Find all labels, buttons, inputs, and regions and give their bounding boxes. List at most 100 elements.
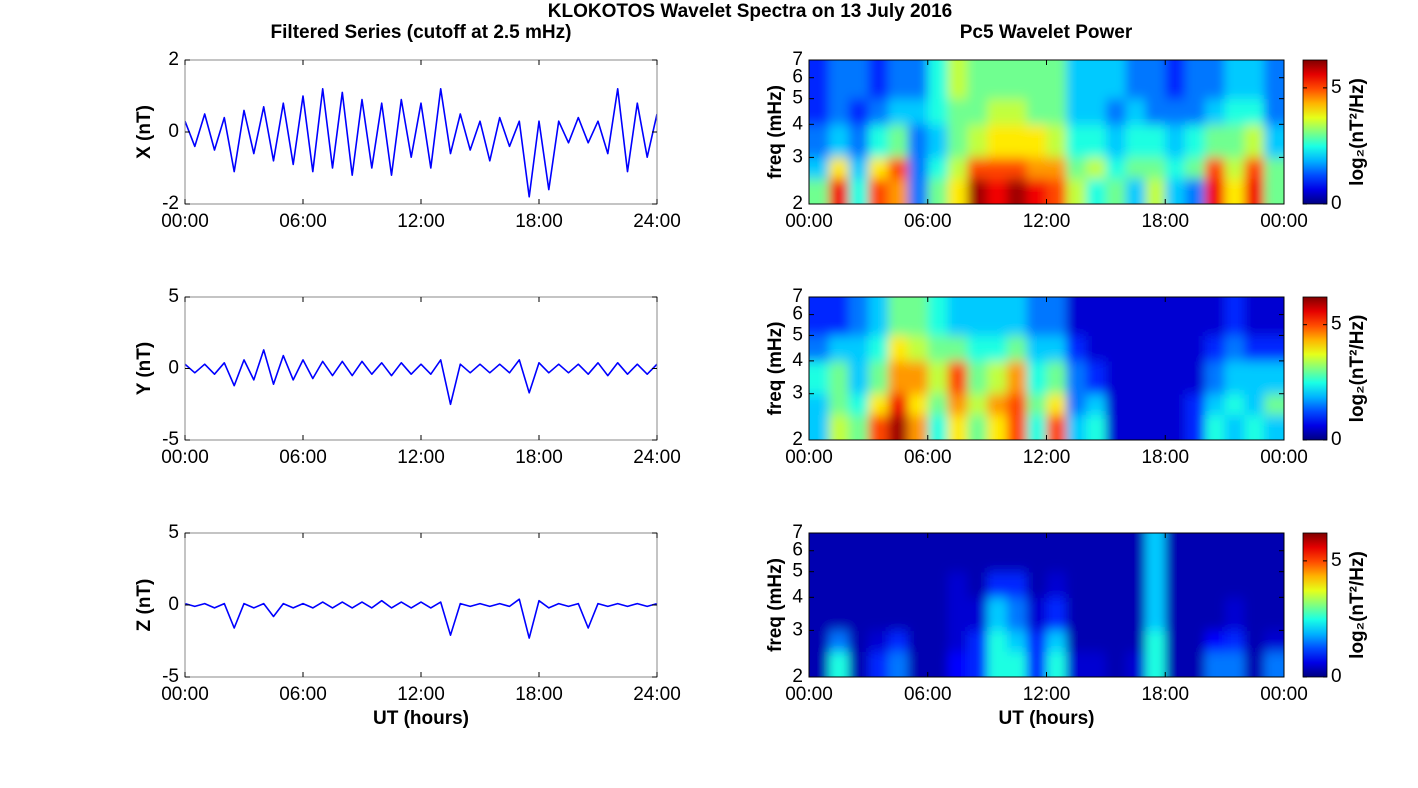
heatmap-cell: [1204, 178, 1226, 204]
y-tick-label: 5: [792, 561, 803, 582]
heatmap-cell: [907, 335, 929, 362]
heatmap-cell: [868, 335, 889, 362]
y-axis-label: freq (mHz): [765, 85, 786, 179]
heatmap-cell: [1264, 533, 1284, 573]
x-tick-label: 06:00: [904, 447, 952, 468]
y-tick-label: 3: [792, 383, 803, 404]
heatmap-cell: [868, 178, 889, 204]
heatmap-cell: [987, 533, 1008, 573]
heatmap-cell: [987, 178, 1008, 204]
heatmap-cell: [907, 393, 929, 416]
heatmap-cell: [947, 414, 968, 440]
y-tick-label: 6: [792, 304, 803, 325]
heatmap-cell: [848, 414, 869, 440]
heatmap-cell: [1046, 60, 1067, 100]
heatmap-cell: [1264, 60, 1284, 100]
heatmap-cell: [947, 393, 968, 416]
heatmap-cell: [868, 533, 889, 573]
heatmap-cell: [1026, 571, 1047, 598]
colorbar-label: log₂(nT²/Hz): [1347, 78, 1368, 186]
heatmap-cell: [1145, 414, 1166, 440]
heatmap-cell: [967, 651, 988, 677]
heatmap-cell: [1264, 335, 1284, 362]
x-tick-label: 18:00: [1141, 211, 1189, 232]
heatmap-cell: [1244, 393, 1265, 416]
x-tick-label: 24:00: [633, 211, 681, 232]
heatmap-cell: [868, 98, 889, 125]
heatmap-cell: [907, 157, 929, 179]
heatmap-cell: [828, 414, 850, 440]
y-tick-label: 3: [792, 146, 803, 167]
heatmap-cell: [1185, 297, 1206, 336]
heatmap-cell: [1125, 571, 1146, 598]
heatmap-cell: [1086, 360, 1107, 395]
heatmap-cell: [809, 157, 830, 179]
column-title: Pc5 Wavelet Power: [960, 22, 1133, 43]
heatmap-cell: [1145, 157, 1166, 179]
x-tick-label: 00:00: [1260, 211, 1308, 232]
heatmap-cell: [868, 571, 889, 598]
heatmap-cell: [1165, 571, 1186, 598]
heatmap-cell: [1026, 414, 1047, 440]
y-axis-label: freq (mHz): [765, 322, 786, 416]
y-tick-label: 2: [792, 193, 803, 214]
heatmap-cell: [1264, 414, 1284, 440]
heatmap-cell: [848, 597, 869, 631]
heatmap-cell: [1125, 651, 1146, 677]
heatmap-cell: [888, 630, 909, 652]
colorbar-tick-label: 5: [1331, 550, 1342, 571]
heatmap-cell: [1244, 60, 1265, 100]
heatmap-cell: [1105, 360, 1127, 395]
x-tick-label: 00:00: [785, 684, 833, 705]
heatmap-cell: [888, 178, 909, 204]
heatmap-cell: [1066, 335, 1087, 362]
x-tick-label: 00:00: [1260, 447, 1308, 468]
x-tick-label: 12:00: [397, 447, 445, 468]
heatmap-cell: [1105, 533, 1127, 573]
heatmap-cell: [1105, 157, 1127, 179]
heatmap-cell: [1086, 651, 1107, 677]
heatmap-cell: [1244, 597, 1265, 631]
heatmap-cell: [848, 98, 869, 125]
heatmap-cell: [888, 98, 909, 125]
heatmap-cell: [828, 597, 850, 631]
heatmap-cell: [1026, 178, 1047, 204]
heatmap-cell: [967, 533, 988, 573]
heatmap-cell: [987, 597, 1008, 631]
heatmap-cell: [1066, 533, 1087, 573]
heatmap-cell: [1105, 651, 1127, 677]
heatmap-cell: [1066, 178, 1087, 204]
heatmap-cell: [868, 124, 889, 158]
heatmap-cell: [947, 651, 968, 677]
heatmap-cell: [1125, 157, 1146, 179]
heatmap-cell: [1046, 630, 1067, 652]
x-tick-label: 18:00: [1141, 447, 1189, 468]
heatmap-cell: [888, 360, 909, 395]
heatmap-cell: [809, 414, 830, 440]
heatmap-cell: [1264, 571, 1284, 598]
heatmap-cell: [1165, 335, 1186, 362]
heatmap-cell: [1264, 630, 1284, 652]
heatmap-cell: [1165, 651, 1186, 677]
heatmap-cell: [1224, 360, 1245, 395]
heatmap-cell: [1224, 335, 1245, 362]
series-line: [185, 88, 657, 198]
heatmap-cell: [1224, 157, 1245, 179]
heatmap-cell: [1046, 651, 1067, 677]
heatmap-cell: [1006, 393, 1028, 416]
heatmap-cell: [987, 630, 1008, 652]
heatmap-cell: [947, 157, 968, 179]
heatmap-cell: [1145, 533, 1166, 573]
heatmap-cell: [1086, 597, 1107, 631]
x-tick-label: 12:00: [1023, 211, 1071, 232]
heatmap-cell: [1006, 297, 1028, 336]
heatmap-cell: [828, 533, 850, 573]
heatmap-cell: [809, 393, 830, 416]
heatmap-cell: [1105, 571, 1127, 598]
heatmap-cell: [987, 98, 1008, 125]
heatmap-cell: [809, 533, 830, 573]
heatmap-cell: [1105, 60, 1127, 100]
colorbar-label: log₂(nT²/Hz): [1347, 315, 1368, 423]
heatmap-cell: [1066, 297, 1087, 336]
heatmap-cell: [927, 157, 949, 179]
